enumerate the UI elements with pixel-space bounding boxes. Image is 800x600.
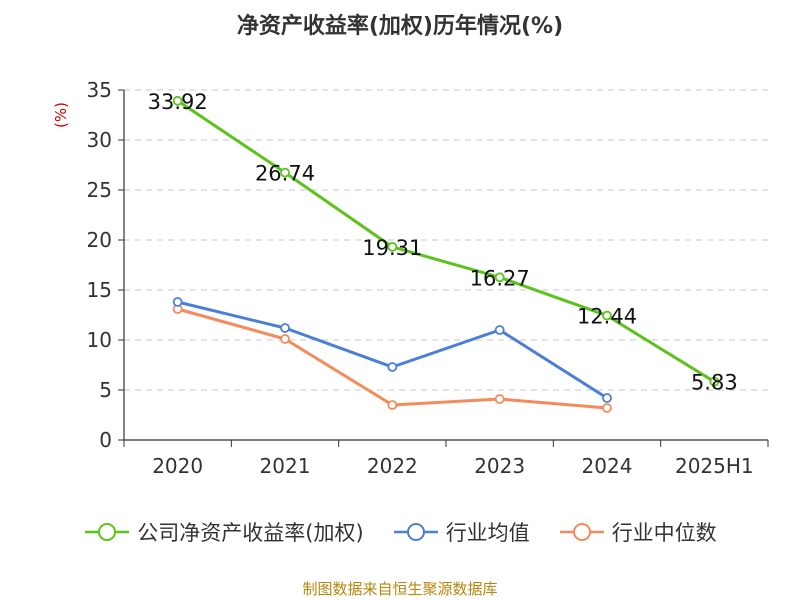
y-tick-label: 5	[99, 378, 112, 402]
chart-title: 净资产收益率(加权)历年情况(%)	[236, 14, 564, 39]
x-tick-label: 2024	[582, 454, 633, 478]
data-point	[494, 394, 505, 404]
y-tick-label: 0	[99, 428, 112, 452]
data-point	[280, 323, 290, 333]
x-tick-label: 2022	[367, 454, 418, 478]
source-note: 制图数据来自恒生聚源数据库	[302, 580, 498, 598]
legend-label: 行业均值	[445, 521, 530, 545]
data-point	[280, 167, 290, 178]
data-point	[387, 241, 398, 252]
data-point	[387, 362, 398, 372]
chart-plot: 0 5 10 15 20 25 30 35 2020 2021 2022 2023 2024 2025H1…	[87, 78, 769, 478]
data-label: 19.31	[362, 236, 422, 260]
legend-line-marker-icon	[559, 523, 604, 541]
data-label: 12.44	[577, 305, 637, 329]
y-tick-label: 20	[87, 228, 112, 252]
data-point	[602, 310, 612, 321]
data-point	[172, 297, 183, 307]
x-tick-label: 2025H1	[675, 454, 754, 478]
y-tick-label: 10	[87, 328, 112, 352]
y-tick-label: 15	[87, 278, 112, 302]
data-label: 26.74	[255, 162, 315, 186]
y-tick-label: 35	[87, 78, 112, 102]
data-point	[602, 393, 612, 403]
data-point	[494, 325, 505, 335]
legend-line-marker-icon	[85, 523, 130, 541]
series-line-1	[177, 300, 608, 400]
data-point	[709, 376, 720, 387]
y-tick-label: 30	[87, 128, 112, 152]
data-label: 5.83	[691, 371, 738, 395]
x-tick-label: 2021	[260, 454, 311, 478]
legend-label: 公司净资产收益率(加权)	[137, 521, 364, 545]
data-point	[494, 272, 505, 283]
x-tick-label: 2023	[474, 454, 525, 478]
legend-item[interactable]: 公司净资产收益率(加权)	[83, 517, 364, 547]
data-point	[387, 400, 398, 410]
data-point	[172, 95, 183, 106]
legend: 公司净资产收益率(加权) 行业均值 行业中位数	[0, 517, 800, 547]
data-point	[602, 403, 612, 413]
legend-item[interactable]: 行业中位数	[558, 517, 717, 547]
legend-line-marker-icon	[393, 523, 438, 541]
x-tick-label: 2020	[152, 454, 203, 478]
legend-label: 行业中位数	[611, 521, 717, 545]
data-point	[280, 334, 290, 344]
data-label: 16.27	[470, 266, 530, 290]
data-label: 33.92	[148, 90, 208, 114]
legend-item[interactable]: 行业均值	[392, 517, 530, 547]
y-tick-label: 25	[87, 178, 112, 202]
series-line-0	[176, 99, 716, 383]
